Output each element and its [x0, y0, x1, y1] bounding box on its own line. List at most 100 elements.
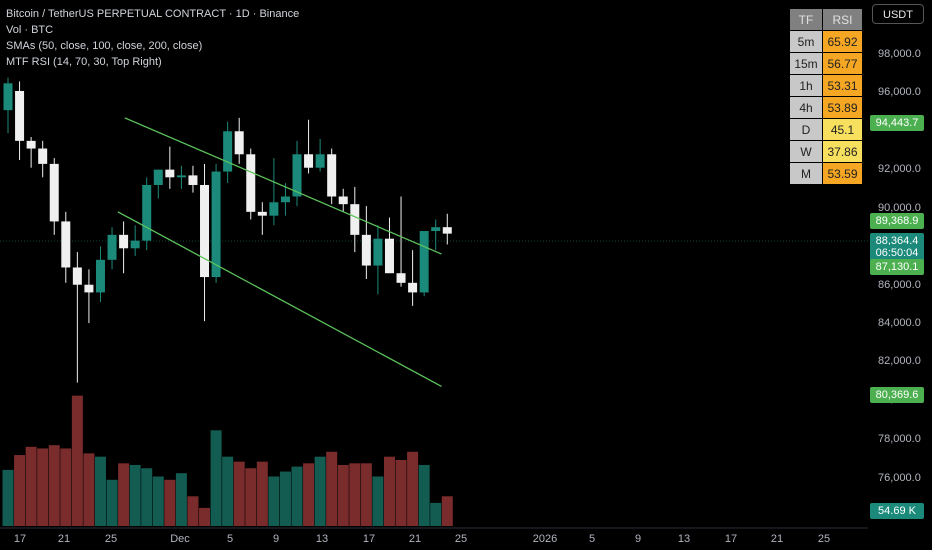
rsi-tf: 15m	[789, 52, 823, 75]
price-tick: 98,000.0	[878, 48, 921, 60]
currency-button[interactable]: USDT	[872, 4, 924, 24]
rsi-value: 53.89	[822, 96, 863, 119]
rsi-value: 65.92	[822, 30, 863, 53]
legend-smas[interactable]: SMAs (50, close, 100, close, 200, close)	[6, 40, 203, 52]
legend-title[interactable]: Bitcoin / TetherUS PERPETUAL CONTRACT · …	[6, 8, 300, 20]
time-tick: 25	[104, 533, 118, 545]
channel-lines	[117, 117, 442, 387]
candle-body	[269, 202, 279, 216]
rsi-row: M 53.59	[789, 162, 863, 185]
rsi-value: 37.86	[822, 140, 863, 163]
rsi-value: 53.59	[822, 162, 863, 185]
candle-body	[188, 175, 198, 185]
time-tick: 9	[634, 533, 642, 545]
candle-body	[431, 227, 441, 232]
time-tick: 9	[272, 533, 280, 545]
volume-bar	[25, 446, 37, 526]
volume-bar	[37, 448, 49, 526]
time-tick: 21	[770, 533, 784, 545]
candle-body	[361, 234, 371, 266]
time-tick: 5	[226, 533, 234, 545]
rsi-header-tf: TF	[789, 8, 823, 31]
rsi-row: 4h 53.89	[789, 96, 863, 119]
volume-bar	[256, 461, 268, 526]
volume-bar	[14, 455, 26, 526]
candle-body	[246, 154, 256, 212]
volume-tag: 54.69 K	[870, 503, 924, 519]
volume-bars	[2, 395, 453, 526]
volume-bar	[199, 507, 211, 526]
rsi-row: W 37.86	[789, 140, 863, 163]
time-tick: 25	[817, 533, 831, 545]
rsi-value: 53.31	[822, 74, 863, 97]
time-tick: 21	[57, 533, 71, 545]
candle-body	[315, 154, 325, 168]
volume-bar	[71, 395, 83, 526]
candle-body	[327, 154, 337, 197]
legend-rsi[interactable]: MTF RSI (14, 70, 30, Top Right)	[6, 56, 162, 68]
candle-body	[49, 163, 59, 222]
volume-bar	[187, 496, 199, 526]
price-tag-channel: 80,369.6	[870, 387, 924, 403]
candle-body	[38, 148, 48, 164]
rsi-header-rsi: RSI	[822, 8, 863, 31]
rsi-tf: W	[789, 140, 823, 163]
volume-bar	[383, 456, 395, 526]
volume-bar	[303, 463, 315, 526]
volume-bar	[164, 479, 176, 526]
volume-bar	[106, 479, 118, 526]
rsi-tf: 5m	[789, 30, 823, 53]
volume-bar	[210, 430, 222, 526]
volume-bar	[279, 471, 291, 526]
volume-bar	[141, 468, 153, 526]
rsi-tf: 4h	[789, 96, 823, 119]
price-tag-sma: 89,368.9	[870, 213, 924, 229]
price-tag-sma: 94,443.7	[870, 115, 924, 131]
price-tag-sma: 87,130.1	[870, 259, 924, 275]
price-tick: 96,000.0	[878, 86, 921, 98]
rsi-tf: M	[789, 162, 823, 185]
candle-body	[200, 184, 210, 278]
time-tick: Dec	[170, 533, 190, 545]
rsi-row: D 45.1	[789, 118, 863, 141]
candle-body	[165, 169, 175, 178]
time-tick: 13	[677, 533, 691, 545]
time-tick: 21	[408, 533, 422, 545]
volume-bar	[372, 476, 384, 526]
candle-body	[3, 83, 13, 111]
price-tick: 78,000.0	[878, 433, 921, 445]
candle-body	[72, 267, 82, 285]
volume-bar	[60, 448, 72, 526]
candle-body	[211, 171, 221, 278]
volume-bar	[94, 456, 106, 526]
volume-bar	[83, 453, 95, 526]
candle-body	[234, 131, 244, 155]
volume-bar	[268, 476, 280, 526]
volume-bar	[314, 456, 326, 526]
chart-legend: Bitcoin / TetherUS PERPETUAL CONTRACT · …	[6, 6, 299, 70]
rsi-tf: 1h	[789, 74, 823, 97]
time-tick: 5	[588, 533, 596, 545]
channel-line-lower	[117, 211, 442, 387]
channel-line-upper	[124, 117, 442, 255]
volume-bar	[129, 464, 141, 526]
time-tick: 13	[315, 533, 329, 545]
volume-bar	[360, 463, 372, 526]
candle-body	[142, 184, 152, 241]
candle-body	[61, 221, 71, 268]
candle-body	[95, 259, 105, 293]
time-tick: 17	[13, 533, 27, 545]
candle-body	[119, 234, 129, 249]
candle-body	[384, 238, 394, 274]
candle-body	[84, 284, 94, 293]
rsi-row: 15m 56.77	[789, 52, 863, 75]
time-tick: 25	[454, 533, 468, 545]
candlesticks	[3, 77, 452, 383]
candle-body	[350, 204, 360, 235]
volume-bar	[430, 502, 442, 526]
candle-body	[176, 175, 186, 178]
legend-volume[interactable]: Vol · BTC	[6, 24, 54, 36]
volume-bar	[326, 451, 338, 526]
time-tick: 2026	[532, 533, 558, 545]
